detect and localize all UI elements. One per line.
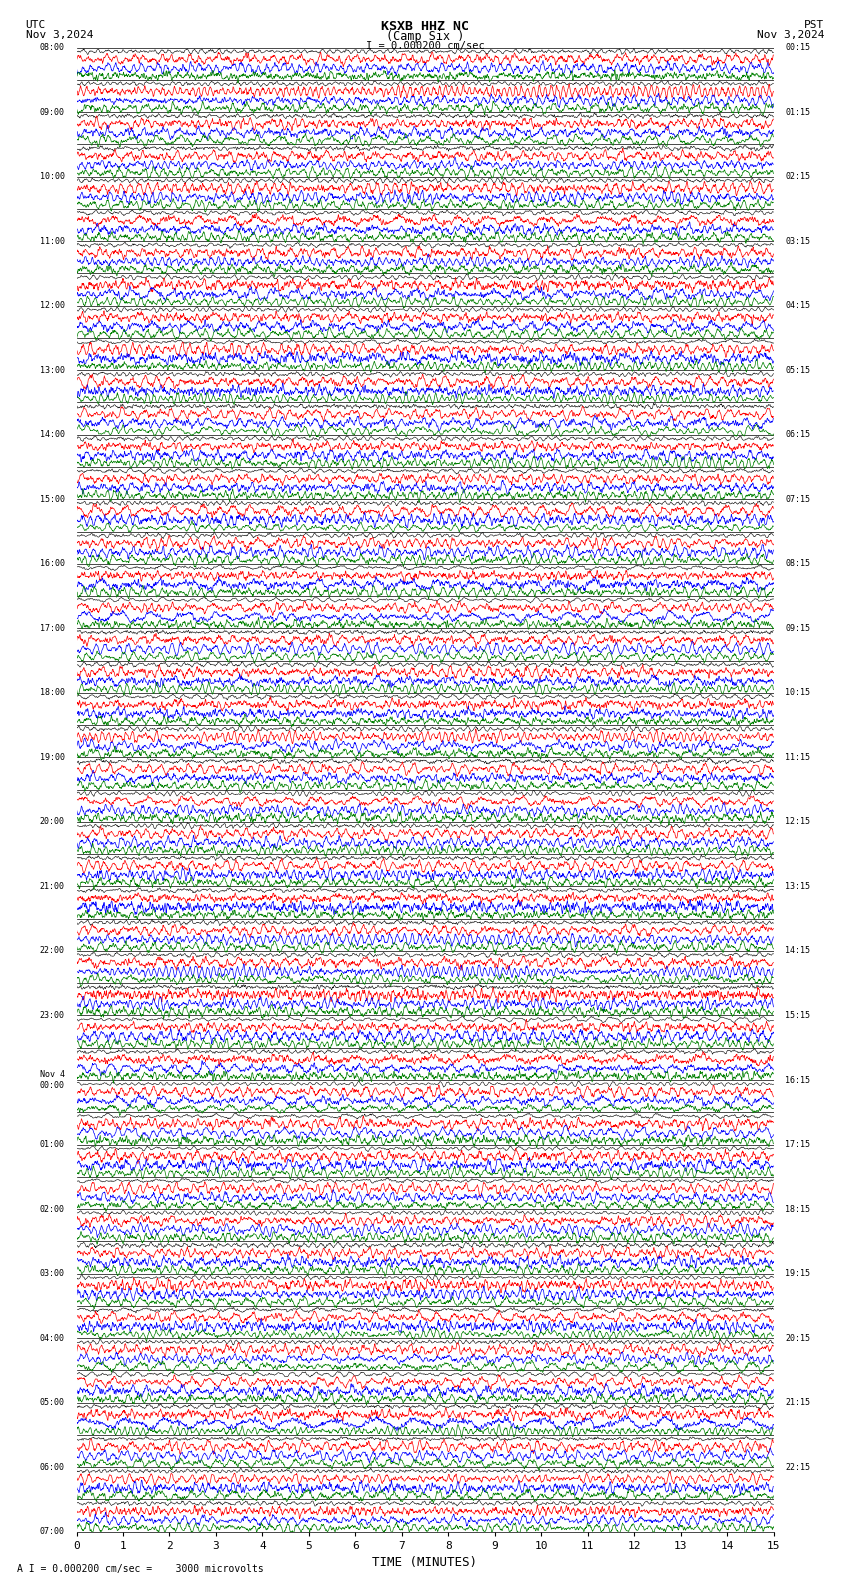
- Text: 23:00: 23:00: [40, 1011, 65, 1020]
- Text: 12:15: 12:15: [785, 817, 810, 827]
- Text: 06:00: 06:00: [40, 1462, 65, 1472]
- Text: 07:00: 07:00: [40, 1527, 65, 1536]
- Text: 00:15: 00:15: [785, 43, 810, 52]
- Text: Nov 3,2024: Nov 3,2024: [26, 30, 93, 40]
- Text: (Camp Six ): (Camp Six ): [386, 30, 464, 43]
- Text: 19:00: 19:00: [40, 752, 65, 762]
- Text: I = 0.000200 cm/sec: I = 0.000200 cm/sec: [366, 41, 484, 51]
- Text: 12:00: 12:00: [40, 301, 65, 310]
- Text: 16:15: 16:15: [785, 1076, 810, 1085]
- Text: KSXB HHZ NC: KSXB HHZ NC: [381, 19, 469, 33]
- Text: 15:15: 15:15: [785, 1011, 810, 1020]
- Text: 18:00: 18:00: [40, 689, 65, 697]
- Text: 10:15: 10:15: [785, 689, 810, 697]
- Text: Nov 4
00:00: Nov 4 00:00: [40, 1071, 65, 1090]
- Text: 04:00: 04:00: [40, 1334, 65, 1343]
- Text: 01:15: 01:15: [785, 108, 810, 117]
- Text: 02:15: 02:15: [785, 173, 810, 181]
- Text: UTC: UTC: [26, 19, 46, 30]
- Text: 22:00: 22:00: [40, 947, 65, 955]
- Text: 19:15: 19:15: [785, 1269, 810, 1278]
- Text: 20:15: 20:15: [785, 1334, 810, 1343]
- Text: 04:15: 04:15: [785, 301, 810, 310]
- Text: 03:00: 03:00: [40, 1269, 65, 1278]
- Text: 06:15: 06:15: [785, 431, 810, 439]
- Text: 17:15: 17:15: [785, 1140, 810, 1148]
- Text: 11:15: 11:15: [785, 752, 810, 762]
- Text: 13:15: 13:15: [785, 882, 810, 890]
- Text: 10:00: 10:00: [40, 173, 65, 181]
- Text: 20:00: 20:00: [40, 817, 65, 827]
- Text: 16:00: 16:00: [40, 559, 65, 569]
- Text: 01:00: 01:00: [40, 1140, 65, 1148]
- Text: 21:15: 21:15: [785, 1399, 810, 1407]
- Text: Nov 3,2024: Nov 3,2024: [757, 30, 824, 40]
- Text: 05:15: 05:15: [785, 366, 810, 375]
- Text: 18:15: 18:15: [785, 1204, 810, 1213]
- Text: 21:00: 21:00: [40, 882, 65, 890]
- Text: 08:00: 08:00: [40, 43, 65, 52]
- Text: 09:15: 09:15: [785, 624, 810, 632]
- Text: 11:00: 11:00: [40, 236, 65, 246]
- Text: 14:00: 14:00: [40, 431, 65, 439]
- Text: 05:00: 05:00: [40, 1399, 65, 1407]
- Text: 17:00: 17:00: [40, 624, 65, 632]
- Text: PST: PST: [804, 19, 824, 30]
- Text: 13:00: 13:00: [40, 366, 65, 375]
- Text: 02:00: 02:00: [40, 1204, 65, 1213]
- Text: A I = 0.000200 cm/sec =    3000 microvolts: A I = 0.000200 cm/sec = 3000 microvolts: [17, 1565, 264, 1574]
- X-axis label: TIME (MINUTES): TIME (MINUTES): [372, 1557, 478, 1570]
- Text: 22:15: 22:15: [785, 1462, 810, 1472]
- Text: 15:00: 15:00: [40, 494, 65, 504]
- Text: 09:00: 09:00: [40, 108, 65, 117]
- Text: 03:15: 03:15: [785, 236, 810, 246]
- Text: 08:15: 08:15: [785, 559, 810, 569]
- Text: 14:15: 14:15: [785, 947, 810, 955]
- Text: 07:15: 07:15: [785, 494, 810, 504]
